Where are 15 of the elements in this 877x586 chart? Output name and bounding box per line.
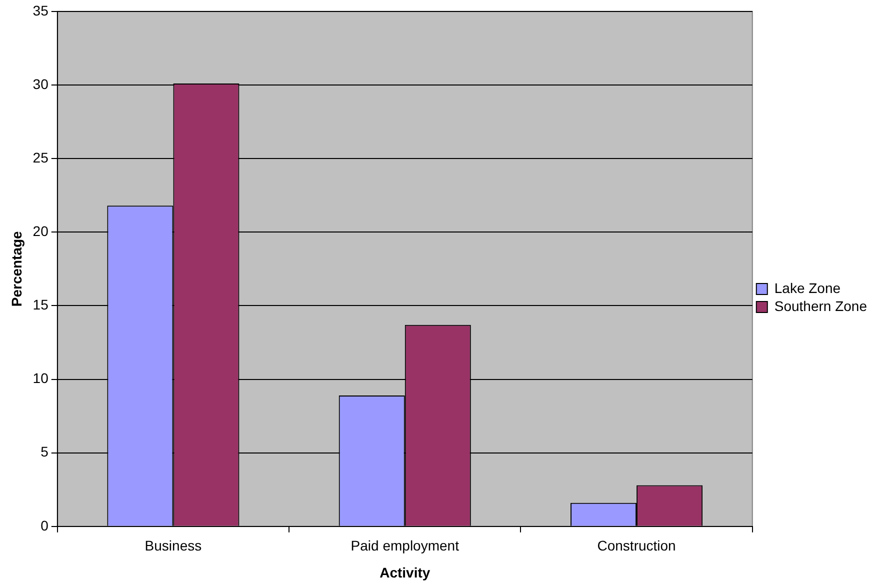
y-tick-label: 25	[32, 149, 49, 166]
y-tick-label: 30	[32, 76, 49, 92]
y-tick-label: 10	[32, 370, 49, 386]
y-tick-label: 15	[32, 296, 49, 313]
legend-label: Lake Zone	[774, 280, 841, 296]
x-tick-label: Business	[144, 538, 202, 554]
y-tick-label: 20	[32, 222, 49, 239]
y-tick-label: 0	[40, 517, 49, 534]
x-tick-label: Paid employment	[350, 538, 460, 554]
y-tick-label: 35	[32, 2, 49, 18]
y-tick-label: 5	[40, 444, 49, 460]
x-axis-title: Activity	[380, 564, 430, 580]
legend-label: Southern Zone	[774, 298, 868, 314]
y-axis-title: Percentage	[8, 230, 24, 307]
x-tick-label: Construction	[597, 538, 676, 554]
